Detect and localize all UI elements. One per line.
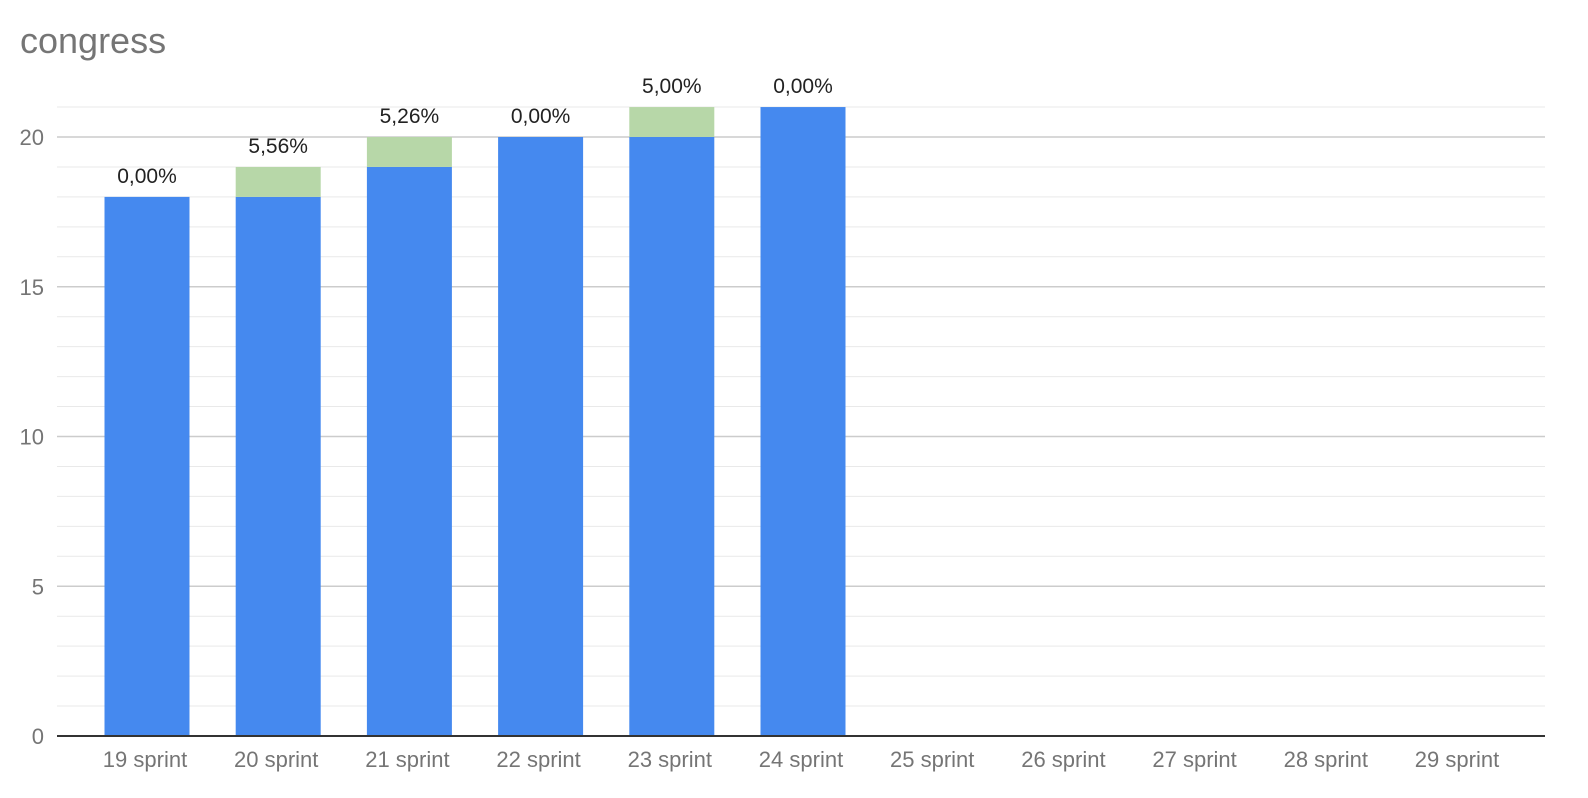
bar-segment-primary xyxy=(235,196,321,736)
data-label: 5,56% xyxy=(248,135,308,158)
bar-segment-primary xyxy=(104,196,190,736)
x-tick-label: 28 sprint xyxy=(1284,747,1368,772)
bar-segment-primary xyxy=(366,166,452,736)
x-tick-label: 27 sprint xyxy=(1152,747,1236,772)
x-tick-label: 23 sprint xyxy=(628,747,712,772)
y-tick-label: 0 xyxy=(32,724,44,749)
y-tick-label: 5 xyxy=(32,574,44,599)
bar-segment-secondary xyxy=(366,137,452,167)
x-tick-label: 29 sprint xyxy=(1415,747,1499,772)
y-tick-label: 20 xyxy=(20,125,44,150)
data-label: 0,00% xyxy=(511,105,571,128)
bar-segment-primary xyxy=(760,107,846,737)
x-tick-label: 25 sprint xyxy=(890,747,974,772)
x-tick-label: 26 sprint xyxy=(1021,747,1105,772)
data-label: 0,00% xyxy=(117,165,177,188)
x-tick-label: 20 sprint xyxy=(234,747,318,772)
x-tick-label: 24 sprint xyxy=(759,747,843,772)
y-tick-label: 15 xyxy=(20,275,44,300)
bar-segment-primary xyxy=(629,137,715,736)
x-tick-label: 19 sprint xyxy=(103,747,187,772)
bar-segment-secondary xyxy=(235,166,321,197)
data-label: 5,00% xyxy=(642,75,702,98)
x-tick-label: 21 sprint xyxy=(365,747,449,772)
bar-segment-primary xyxy=(498,137,584,736)
x-tick-label: 22 sprint xyxy=(496,747,580,772)
bar-segment-secondary xyxy=(629,107,715,137)
y-tick-label: 10 xyxy=(20,425,44,450)
data-label: 5,26% xyxy=(380,105,440,128)
chart-title: congress xyxy=(20,20,167,61)
data-label: 0,00% xyxy=(773,75,833,98)
